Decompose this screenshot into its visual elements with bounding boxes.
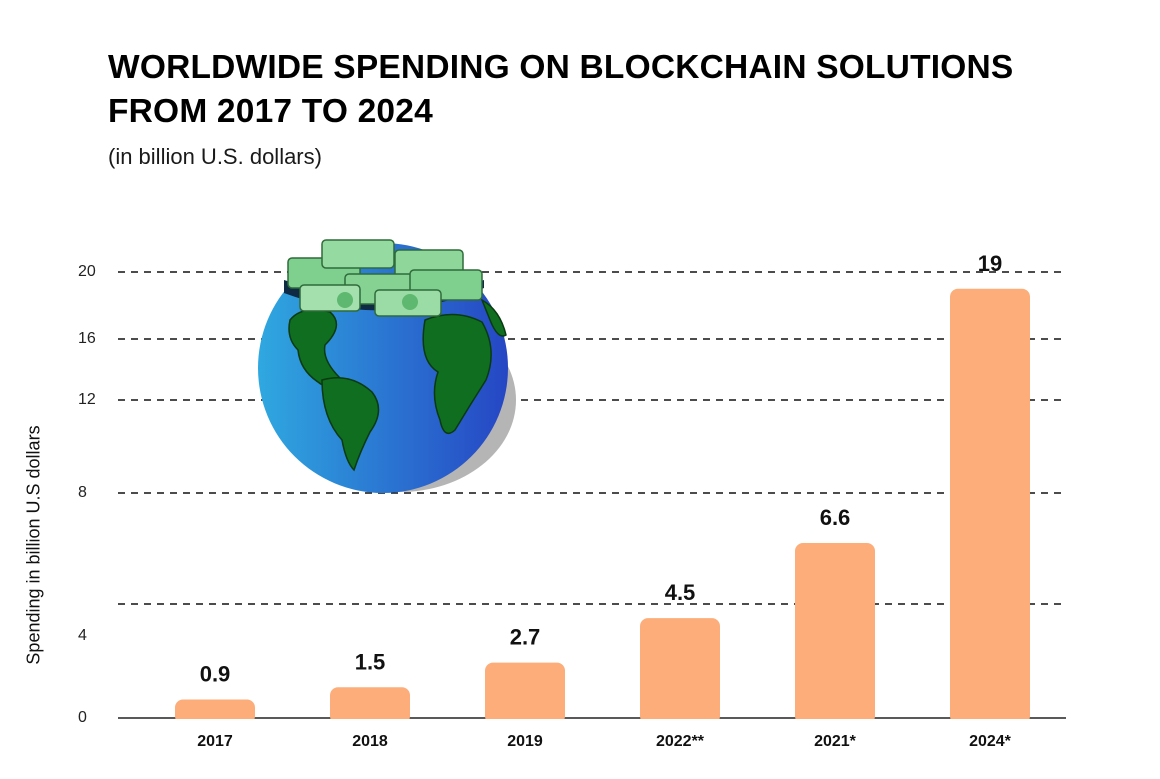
y-tick-label: 20 xyxy=(78,263,96,280)
y-tick-label: 12 xyxy=(78,391,96,408)
bar xyxy=(330,687,410,724)
bar xyxy=(795,543,875,724)
baseline-mask xyxy=(118,719,1068,733)
x-axis-labels: 2017 2018 2019 2022** 2021* 2024* xyxy=(197,733,1011,750)
data-label: 4.5 xyxy=(665,580,696,605)
y-tick-label: 16 xyxy=(78,330,96,347)
bar xyxy=(640,618,720,724)
bar xyxy=(175,699,255,724)
bar xyxy=(950,288,1030,724)
globe-with-money-icon xyxy=(258,239,516,493)
x-tick-label: 2021* xyxy=(814,733,857,750)
data-labels: 0.9 1.5 2.7 4.5 6.6 19 xyxy=(200,251,1003,687)
x-tick-label: 2019 xyxy=(507,733,543,750)
y-tick-label: 8 xyxy=(78,484,87,501)
chart-subtitle: (in billion U.S. dollars) xyxy=(108,144,322,169)
data-label: 19 xyxy=(978,251,1002,276)
x-tick-label: 2017 xyxy=(197,733,233,750)
data-label: 2.7 xyxy=(510,625,541,650)
x-tick-label: 2024* xyxy=(969,733,1012,750)
bars xyxy=(118,288,1068,733)
data-label: 1.5 xyxy=(355,649,386,674)
gridlines xyxy=(118,271,1066,605)
chart-title: WORLDWIDE SPENDING ON BLOCKCHAIN SOLUTIO… xyxy=(108,49,1014,130)
data-label: 0.9 xyxy=(200,662,231,687)
y-tick-label: 4 xyxy=(78,627,87,644)
bar xyxy=(485,662,565,724)
y-axis-ticks: 0 4 8 12 16 20 xyxy=(78,263,96,726)
y-tick-label: 0 xyxy=(78,709,87,726)
x-tick-label: 2022** xyxy=(656,733,705,750)
data-label: 6.6 xyxy=(820,505,851,530)
x-tick-label: 2018 xyxy=(352,733,388,750)
